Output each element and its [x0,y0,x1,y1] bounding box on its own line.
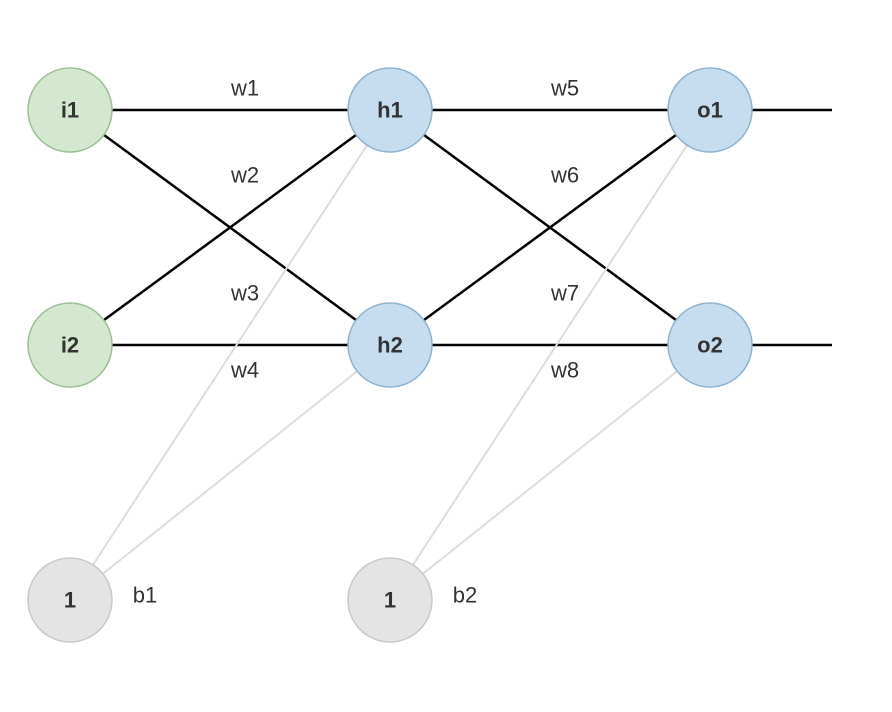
edge-label-w3: w3 [230,281,259,306]
node-label-o2: o2 [697,333,723,358]
edge-label-w1: w1 [230,76,259,101]
node-h2: h2 [348,303,432,387]
neural-network-diagram: i1i2h1h2o1o211w1w1w2w2w3w3w4w4w5w5w6w6w7… [0,0,892,712]
edge-label-w8: w8 [550,358,579,383]
node-label-b1: 1 [64,588,76,613]
bias-label-b1: b1 [133,583,157,608]
bias-label-b2: b2 [453,583,477,608]
node-label-i2: i2 [61,333,79,358]
edge-label-w4: w4 [230,358,259,383]
edge-label-w2: w2 [230,163,259,188]
node-label-h1: h1 [377,98,403,123]
node-o2: o2 [668,303,752,387]
edge-b2-o1 [413,145,687,565]
nodes-group: i1 i2 h1 h2 o1 o2 1 1 [28,68,752,642]
node-label-h2: h2 [377,333,403,358]
node-label-o1: o1 [697,98,723,123]
node-label-b2: 1 [384,588,396,613]
edge-b1-h2 [103,371,357,574]
edge-b2-o2 [423,371,677,574]
node-h1: h1 [348,68,432,152]
edge-label-w6: w6 [550,163,579,188]
edge-label-w5: w5 [550,76,579,101]
edge-label-w7: w7 [550,281,579,306]
node-b1: 1 [28,558,112,642]
node-label-i1: i1 [61,98,79,123]
edge-b1-h1 [93,145,367,565]
node-o1: o1 [668,68,752,152]
node-i1: i1 [28,68,112,152]
node-i2: i2 [28,303,112,387]
node-b2: 1 [348,558,432,642]
